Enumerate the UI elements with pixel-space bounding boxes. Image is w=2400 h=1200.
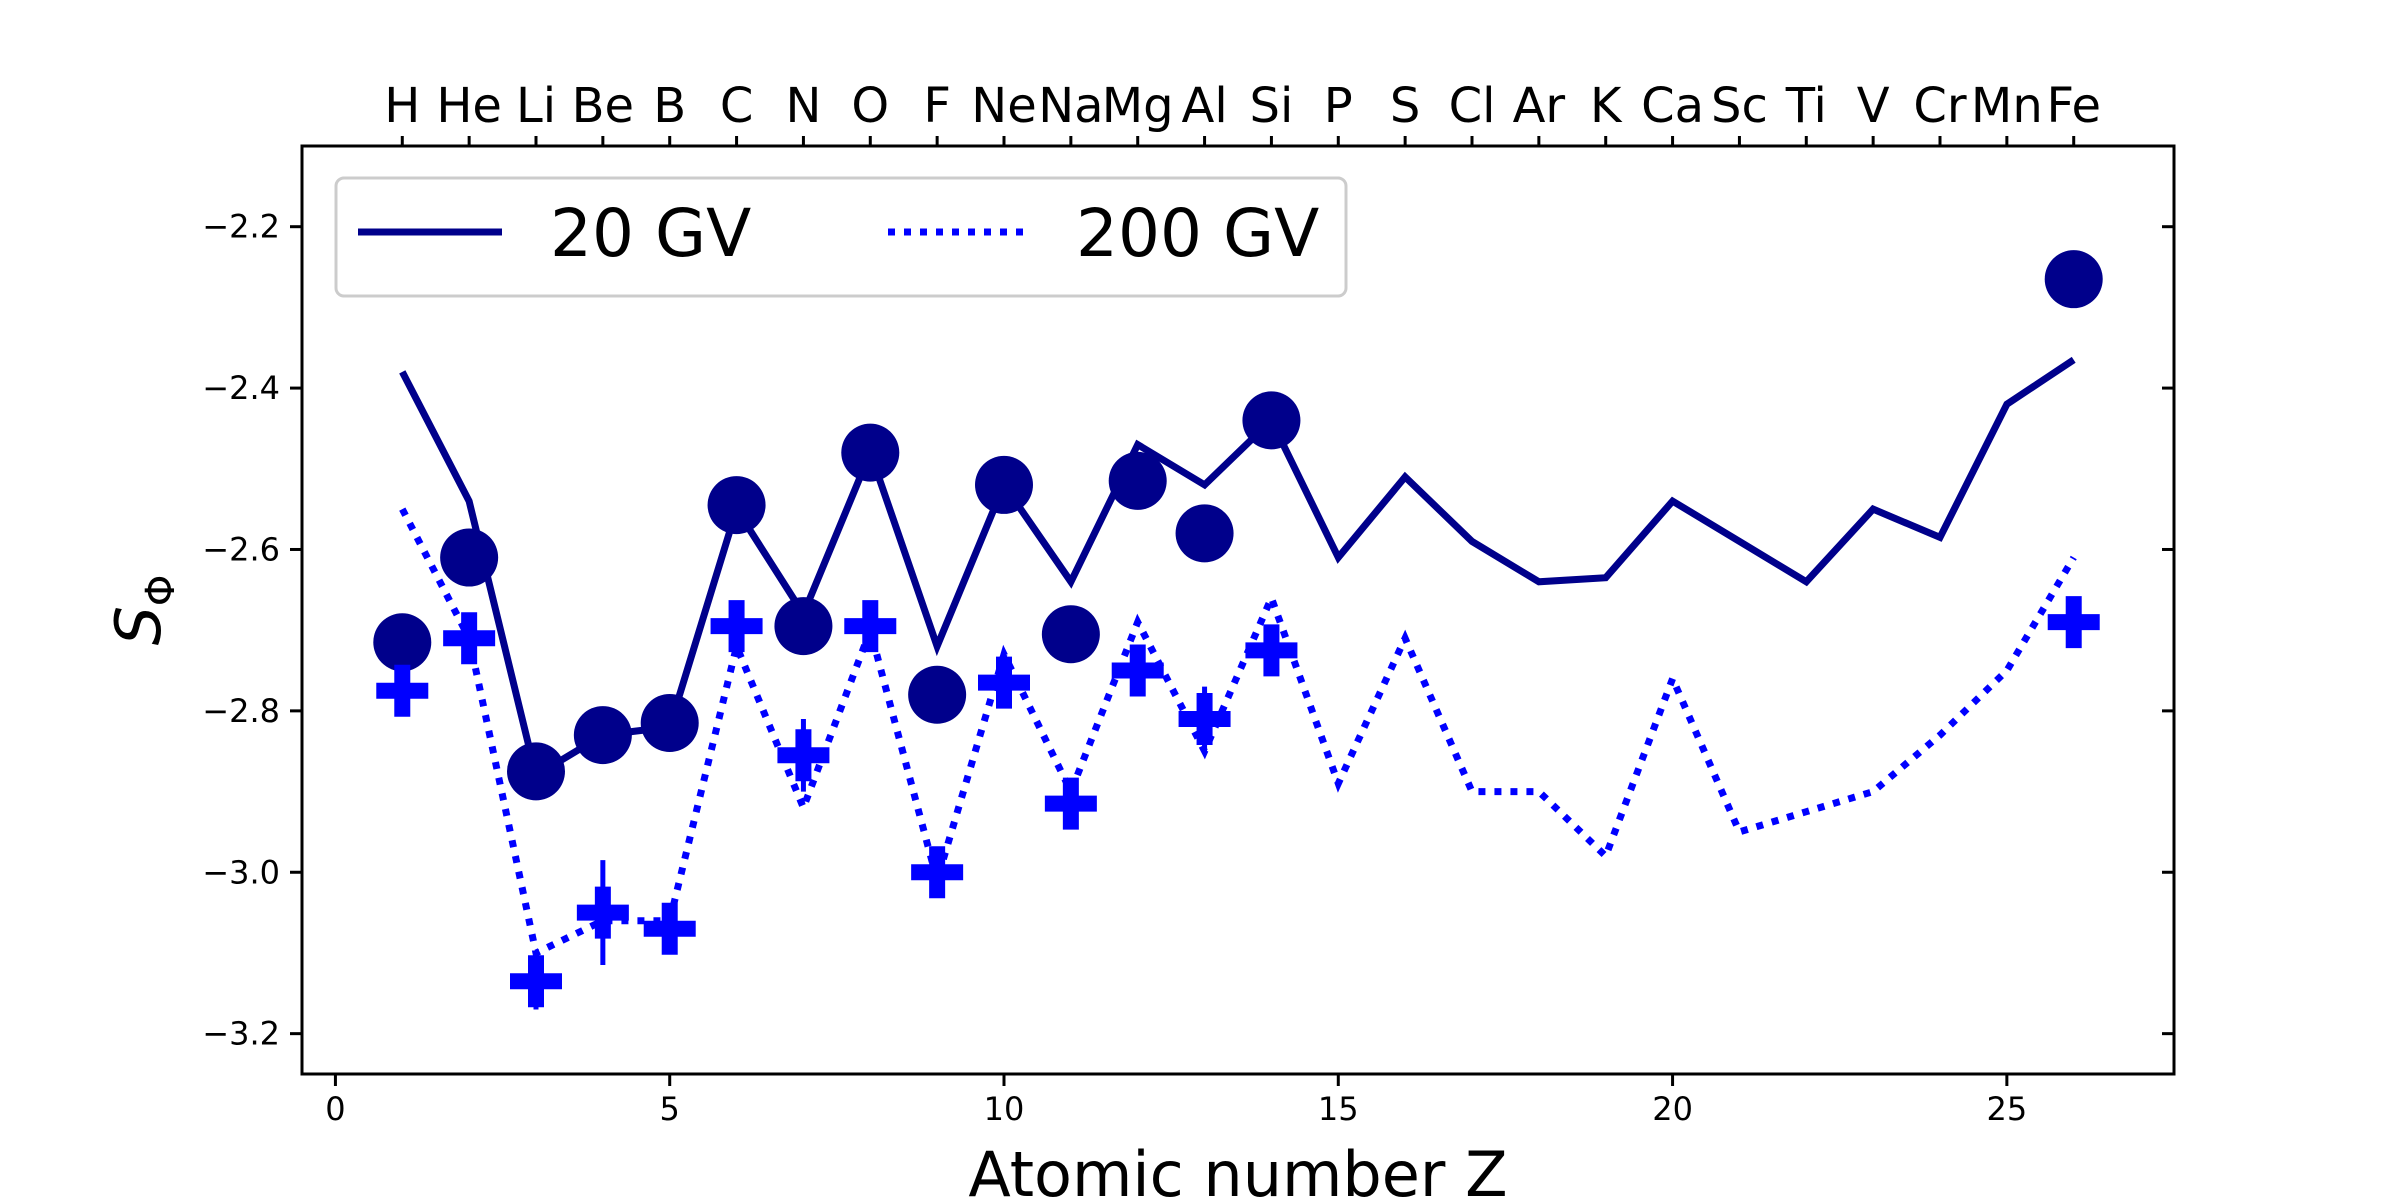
- y-tick-label: −2.4: [202, 369, 280, 407]
- x-tick-label: 0: [325, 1090, 345, 1128]
- point-20gv: [440, 528, 499, 587]
- point-20gv: [841, 423, 900, 482]
- y-tick-label: −3.0: [202, 853, 280, 891]
- element-label: Ca: [1641, 78, 1704, 134]
- line-20gv: [399, 356, 2076, 781]
- element-label: H: [384, 78, 420, 134]
- x-axis: 0 5 10 15 20 25: [325, 1074, 2027, 1128]
- element-label: B: [653, 78, 686, 134]
- point-20gv: [707, 476, 766, 535]
- plot-area: [373, 250, 2103, 1010]
- point-20gv: [975, 455, 1033, 514]
- point-20gv: [573, 706, 632, 765]
- point-200gv: [777, 729, 830, 782]
- element-label: Cl: [1449, 78, 1496, 134]
- y-tick-label: −2.2: [202, 208, 280, 246]
- element-label: Cr: [1913, 78, 1967, 134]
- point-200gv: [978, 656, 1030, 709]
- element-label: Ar: [1513, 78, 1566, 134]
- element-label: K: [1590, 78, 1623, 134]
- x-tick-label: 25: [1986, 1090, 2027, 1128]
- x-tick-label: 15: [1318, 1090, 1359, 1128]
- point-200gv: [1111, 644, 1164, 697]
- point-20gv: [507, 742, 565, 801]
- y-tick-label: −3.2: [202, 1015, 280, 1053]
- element-label: P: [1324, 78, 1353, 134]
- legend: 20 GV 200 GV: [334, 176, 1348, 298]
- element-label: Na: [1038, 78, 1103, 134]
- element-label: Al: [1181, 78, 1227, 134]
- point-20gv: [2044, 250, 2103, 309]
- point-20gv: [774, 597, 833, 656]
- point-20gv: [1041, 605, 1100, 664]
- element-label: Si: [1250, 78, 1294, 134]
- point-20gv: [1242, 391, 1301, 450]
- element-label: N: [785, 78, 821, 134]
- element-label: He: [436, 78, 502, 134]
- y-axis-title: SΦ: [102, 575, 184, 646]
- element-label: Fe: [2046, 78, 2101, 134]
- y-tick-label: −2.6: [202, 530, 280, 568]
- point-200gv: [510, 955, 562, 1008]
- point-200gv: [643, 902, 696, 955]
- point-20gv: [1175, 504, 1234, 563]
- point-20gv: [908, 665, 967, 724]
- point-20gv: [373, 613, 432, 672]
- element-label: Mn: [1971, 78, 2043, 134]
- element-label: C: [720, 78, 754, 134]
- element-label: Sc: [1711, 78, 1768, 134]
- element-label: F: [923, 78, 951, 134]
- y-axis: −2.2 −2.4 −2.6 −2.8 −3.0 −3.2: [202, 208, 2174, 1053]
- legend-label-200gv: 200 GV: [1076, 195, 1319, 272]
- point-200gv: [1245, 624, 1298, 677]
- point-200gv: [1178, 692, 1231, 745]
- point-200gv: [844, 600, 897, 653]
- point-200gv: [911, 846, 964, 899]
- point-20gv: [640, 693, 699, 752]
- y-tick-label: −2.8: [202, 692, 280, 730]
- point-200gv: [376, 664, 429, 717]
- axes-frame: [300, 144, 2176, 1076]
- element-label: V: [1857, 78, 1890, 134]
- point-20gv: [1108, 451, 1167, 510]
- element-label: Mg: [1102, 78, 1174, 134]
- point-200gv: [2047, 596, 2100, 649]
- element-label: O: [851, 78, 889, 134]
- x-tick-label: 5: [660, 1090, 680, 1128]
- point-200gv: [443, 612, 496, 665]
- legend-label-20gv: 20 GV: [550, 195, 751, 272]
- point-200gv: [576, 886, 629, 939]
- element-label: Ti: [1785, 78, 1827, 134]
- x-tick-label: 10: [984, 1090, 1025, 1128]
- element-label: Ne: [971, 78, 1036, 134]
- legend-box: [334, 176, 1348, 298]
- element-label: S: [1390, 78, 1420, 134]
- point-200gv: [710, 600, 763, 653]
- element-label: Be: [572, 78, 634, 134]
- x-tick-label: 20: [1652, 1090, 1693, 1128]
- x-axis-title: Atomic number Z: [968, 1138, 1507, 1200]
- element-label: Li: [516, 78, 556, 134]
- point-200gv: [1044, 777, 1097, 830]
